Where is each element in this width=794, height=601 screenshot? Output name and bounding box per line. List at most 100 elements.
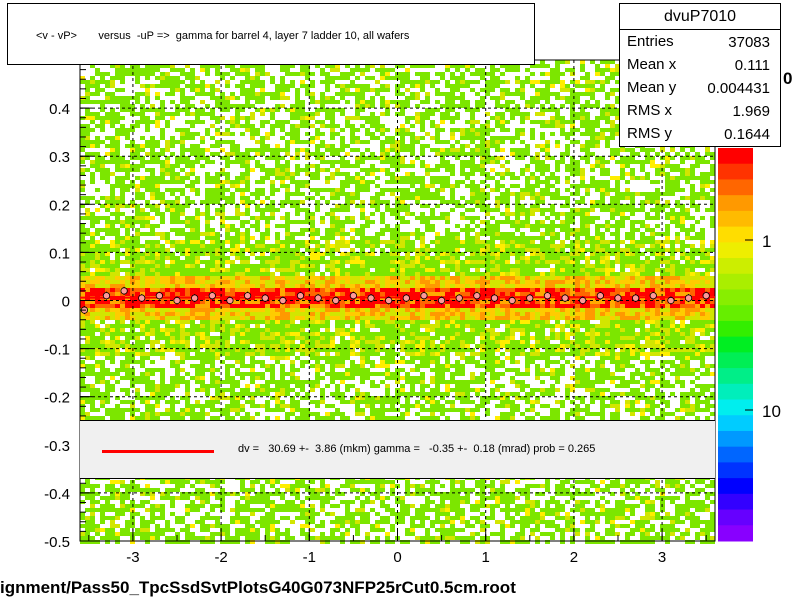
heatmap-cell bbox=[550, 256, 555, 260]
heatmap-cell bbox=[180, 140, 185, 144]
heatmap-cell bbox=[295, 88, 300, 92]
heatmap-cell bbox=[690, 248, 695, 252]
heatmap-cell bbox=[575, 284, 580, 288]
heatmap-cell bbox=[675, 152, 680, 156]
heatmap-cell bbox=[115, 272, 120, 276]
heatmap-cell bbox=[260, 256, 265, 260]
heatmap-cell bbox=[580, 272, 585, 276]
heatmap-cell bbox=[295, 184, 300, 188]
heatmap-cell bbox=[550, 208, 555, 212]
heatmap-cell bbox=[285, 260, 290, 264]
heatmap-cell bbox=[465, 280, 470, 284]
heatmap-cell bbox=[285, 224, 290, 228]
heatmap-cell bbox=[555, 272, 560, 276]
heatmap-cell bbox=[600, 160, 605, 164]
heatmap-cell bbox=[420, 212, 425, 216]
heatmap-cell bbox=[250, 292, 255, 296]
heatmap-cell bbox=[675, 284, 680, 288]
heatmap-cell bbox=[695, 272, 700, 276]
heatmap-cell bbox=[460, 100, 465, 104]
heatmap-cell bbox=[245, 92, 250, 96]
heatmap-cell bbox=[465, 172, 470, 176]
heatmap-cell bbox=[380, 112, 385, 116]
heatmap-cell bbox=[335, 188, 340, 192]
heatmap-cell bbox=[125, 236, 130, 240]
heatmap-cell bbox=[210, 256, 215, 260]
heatmap-cell bbox=[230, 120, 235, 124]
heatmap-cell bbox=[300, 192, 305, 196]
heatmap-cell bbox=[530, 260, 535, 264]
heatmap-cell bbox=[425, 168, 430, 172]
heatmap-cell bbox=[240, 200, 245, 204]
heatmap-cell bbox=[150, 204, 155, 208]
heatmap-cell bbox=[145, 84, 150, 88]
heatmap-cell bbox=[320, 104, 325, 108]
heatmap-cell bbox=[475, 248, 480, 252]
heatmap-cell bbox=[400, 148, 405, 152]
heatmap-cell bbox=[655, 248, 660, 252]
heatmap-cell bbox=[425, 260, 430, 264]
heatmap-cell bbox=[535, 152, 540, 156]
heatmap-cell bbox=[230, 260, 235, 264]
heatmap-cell bbox=[285, 88, 290, 92]
heatmap-cell bbox=[160, 104, 165, 108]
heatmap-cell bbox=[620, 208, 625, 212]
heatmap-cell bbox=[640, 268, 645, 272]
heatmap-cell bbox=[190, 284, 195, 288]
heatmap-cell bbox=[605, 76, 610, 80]
heatmap-cell bbox=[470, 264, 475, 268]
heatmap-cell bbox=[370, 272, 375, 276]
heatmap-cell bbox=[640, 208, 645, 212]
heatmap-cell bbox=[310, 232, 315, 236]
heatmap-cell bbox=[90, 220, 95, 224]
heatmap-cell bbox=[410, 264, 415, 268]
heatmap-cell bbox=[465, 272, 470, 276]
heatmap-cell bbox=[615, 148, 620, 152]
heatmap-cell bbox=[510, 100, 515, 104]
heatmap-cell bbox=[455, 260, 460, 264]
heatmap-cell bbox=[360, 264, 365, 268]
heatmap-cell bbox=[695, 288, 700, 292]
heatmap-cell bbox=[520, 244, 525, 248]
heatmap-cell bbox=[260, 108, 265, 112]
heatmap-cell bbox=[600, 236, 605, 240]
heatmap-cell bbox=[225, 160, 230, 164]
heatmap-cell bbox=[170, 228, 175, 232]
heatmap-cell bbox=[115, 280, 120, 284]
heatmap-cell bbox=[290, 80, 295, 84]
heatmap-cell bbox=[350, 128, 355, 132]
heatmap-cell bbox=[610, 72, 615, 76]
heatmap-cell bbox=[490, 224, 495, 228]
heatmap-cell bbox=[565, 164, 570, 168]
heatmap-cell bbox=[350, 116, 355, 120]
heatmap-cell bbox=[140, 112, 145, 116]
heatmap-cell bbox=[705, 192, 710, 196]
heatmap-cell bbox=[500, 200, 505, 204]
heatmap-cell bbox=[350, 240, 355, 244]
heatmap-cell bbox=[555, 284, 560, 288]
heatmap-cell bbox=[650, 196, 655, 200]
heatmap-cell bbox=[635, 208, 640, 212]
heatmap-cell bbox=[615, 276, 620, 280]
heatmap-cell bbox=[585, 280, 590, 284]
heatmap-cell bbox=[590, 144, 595, 148]
heatmap-cell bbox=[435, 180, 440, 184]
heatmap-cell bbox=[140, 156, 145, 160]
heatmap-cell bbox=[565, 236, 570, 240]
heatmap-cell bbox=[110, 200, 115, 204]
heatmap-cell bbox=[560, 152, 565, 156]
heatmap-cell bbox=[445, 100, 450, 104]
heatmap-cell bbox=[275, 264, 280, 268]
heatmap-cell bbox=[555, 108, 560, 112]
heatmap-cell bbox=[145, 188, 150, 192]
heatmap-cell bbox=[110, 268, 115, 272]
heatmap-cell bbox=[605, 208, 610, 212]
heatmap-cell bbox=[100, 276, 105, 280]
heatmap-cell bbox=[335, 168, 340, 172]
heatmap-cell bbox=[275, 164, 280, 168]
heatmap-cell bbox=[390, 156, 395, 160]
heatmap-cell bbox=[295, 148, 300, 152]
heatmap-cell bbox=[245, 76, 250, 80]
heatmap-cell bbox=[520, 264, 525, 268]
heatmap-cell bbox=[300, 256, 305, 260]
